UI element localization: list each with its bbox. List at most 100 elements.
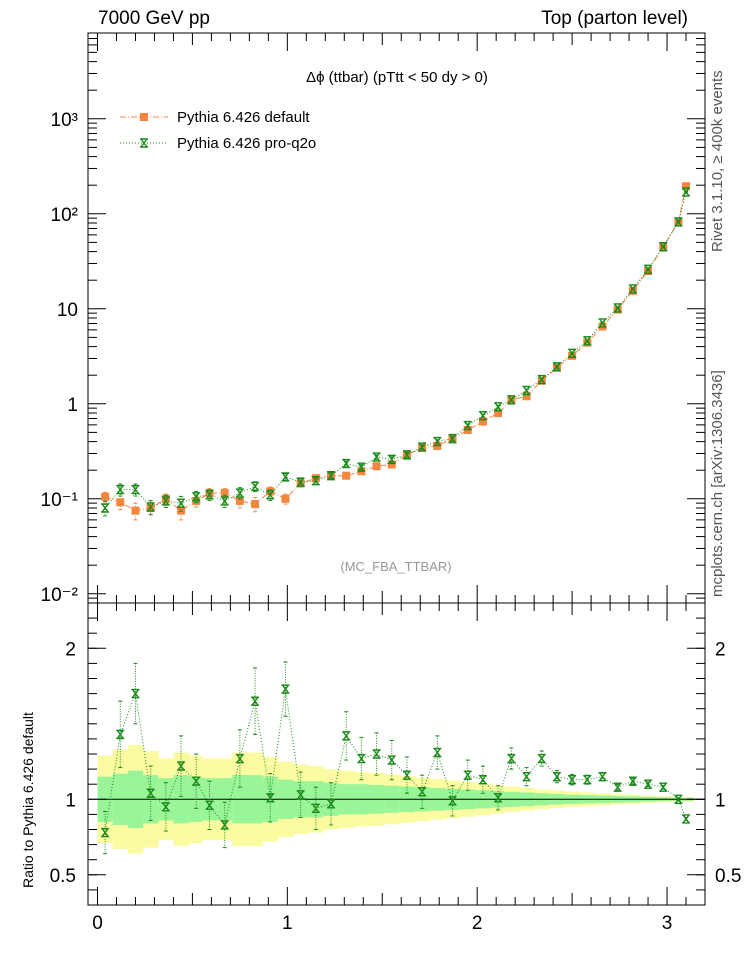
main-title: Δϕ (ttbar) (pTtt < 50 dy > 0) [306, 69, 488, 86]
data-point-q2o [674, 217, 683, 227]
data-point-q2o [311, 476, 320, 486]
data-point-default [235, 496, 244, 505]
ratio-point-q2o [296, 790, 305, 800]
data-point-q2o [613, 303, 622, 313]
data-point-q2o [583, 336, 592, 346]
ratio-point-q2o [522, 771, 531, 782]
ratio-point-q2o [161, 802, 170, 812]
header-right: Top (parton level) [541, 8, 688, 29]
data-point-q2o [266, 490, 275, 500]
ratio-x-tick-label: 2 [472, 913, 483, 934]
main-y-tick-label: 10⁻² [41, 585, 79, 606]
ratio-point-q2o [357, 753, 366, 764]
data-point-default [281, 494, 290, 503]
main-y-tick-label: 10² [51, 205, 78, 226]
data-point-q2o [402, 450, 411, 460]
data-point-default [522, 392, 531, 401]
data-point-q2o [251, 481, 260, 492]
series-line-q2o [104, 191, 687, 509]
main-y-tick-label: 10⁻¹ [41, 490, 79, 511]
ratio-point-q2o [494, 793, 503, 803]
ratio-point-q2o [418, 787, 427, 797]
data-point-default [478, 417, 487, 426]
ratio-point-q2o [327, 799, 336, 809]
ratio-point-q2o [235, 753, 244, 764]
ratio-point-q2o [192, 776, 201, 786]
ratio-point-q2o [659, 782, 668, 792]
ratio-y-tick-label-right: 0.5 [715, 866, 741, 887]
ratio-point-q2o [552, 771, 561, 782]
series-line-default [104, 186, 687, 512]
legend-marker-default [140, 113, 148, 121]
ratio-y-axis: 0.5 0.5 1 1 2 2 [50, 617, 741, 891]
ratio-y-tick-label: 1 [65, 790, 76, 811]
data-point-q2o [387, 454, 396, 465]
ratio-point-q2o [251, 696, 260, 706]
data-point-q2o [220, 496, 229, 506]
data-point-q2o [205, 490, 214, 500]
ratio-point-q2o [682, 814, 691, 824]
ratio-point-q2o [177, 761, 186, 771]
data-point-q2o [418, 442, 427, 452]
ratio-y-tick-label: 0.5 [50, 866, 76, 887]
ratio-point-q2o [613, 782, 622, 792]
ratio-y-tick-label-right: 2 [715, 639, 726, 660]
data-point-q2o [448, 433, 457, 444]
data-point-default [342, 471, 351, 480]
data-point-default [372, 462, 381, 471]
data-point-default [161, 494, 170, 503]
analysis-label: (MC_FBA_TTBAR) [340, 559, 451, 574]
ratio-point-q2o [478, 774, 487, 785]
ratio-point-q2o [266, 793, 275, 803]
data-point-q2o [281, 472, 290, 482]
data-point-q2o [552, 362, 561, 372]
main-y-tick-label: 1 [67, 395, 78, 416]
data-point-q2o [116, 484, 125, 495]
ratio-point-q2o [372, 749, 381, 759]
ratio-point-q2o [116, 729, 125, 740]
ratio-y-tick-label: 2 [65, 639, 76, 660]
header-left: 7000 GeV pp [98, 8, 210, 29]
ratio-point-q2o [146, 788, 155, 798]
main-y-axis: 10⁻² 10⁻¹ 1 10 10² 10³ [41, 32, 705, 606]
ratio-point-q2o [463, 770, 472, 780]
ratio-point-q2o [674, 794, 683, 804]
ratio-point-q2o [131, 688, 140, 699]
main-y-tick-label: 10³ [51, 110, 78, 131]
legend-label-default: Pythia 6.426 default [177, 109, 310, 126]
data-point-default [131, 506, 140, 515]
data-point-q2o [372, 452, 381, 462]
legend: Pythia 6.426 default Pythia 6.426 pro-q2… [120, 109, 316, 152]
ratio-x-axis: 0 1 2 3 [92, 603, 687, 934]
ratio-point-q2o [507, 753, 516, 764]
data-point-default [220, 489, 229, 498]
ratio-point-q2o [402, 770, 411, 780]
data-point-q2o [537, 374, 546, 385]
data-point-q2o [682, 187, 691, 197]
ratio-point-q2o [281, 684, 290, 694]
data-point-default [251, 500, 260, 509]
ratio-point-q2o [568, 774, 577, 785]
data-point-default [494, 409, 503, 417]
ratio-y-tick-label-right: 1 [715, 790, 726, 811]
data-point-default [644, 266, 653, 275]
main-x-axis [96, 33, 687, 603]
data-point-q2o [433, 436, 442, 447]
data-point-default [568, 351, 577, 360]
data-point-q2o [131, 484, 140, 495]
ratio-point-q2o [387, 755, 396, 765]
ratio-point-q2o [448, 796, 457, 806]
ratio-point-q2o [628, 776, 637, 786]
data-point-q2o [628, 284, 637, 294]
data-point-default [613, 305, 622, 314]
ratio-point-q2o [433, 747, 442, 758]
data-point-q2o [644, 264, 653, 275]
data-point-q2o [598, 318, 607, 328]
data-point-q2o [568, 348, 577, 359]
ratio-point-q2o [205, 800, 214, 811]
data-point-default [682, 182, 691, 191]
ratio-point-q2o [101, 827, 110, 838]
ratio-point-q2o [537, 753, 546, 764]
data-point-default [177, 506, 186, 515]
ratio-point-q2o [583, 774, 592, 785]
